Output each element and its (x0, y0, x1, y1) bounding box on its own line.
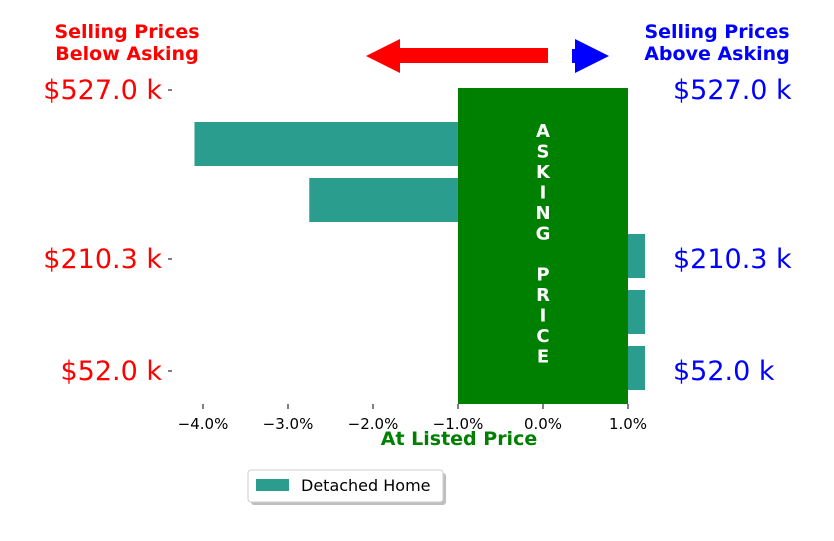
asking-price-letter: R (536, 285, 550, 306)
left-arrow-icon (366, 39, 548, 73)
asking-price-letter: P (536, 265, 549, 286)
x-tick-label: −4.0% (178, 415, 229, 433)
asking-price-letter: C (536, 326, 549, 347)
right-price-label: $527.0 k (673, 75, 792, 106)
left-direction-label-line2: Below Asking (55, 43, 198, 65)
asking-price-band (458, 88, 628, 404)
x-tick-label: −2.0% (348, 415, 399, 433)
asking-price-letter: S (537, 142, 550, 163)
x-tick-label: 1.0% (609, 415, 647, 433)
x-tick-label: −3.0% (263, 415, 314, 433)
right-price-label: $210.3 k (673, 244, 792, 275)
left-price-labels: $527.0 k $210.3 k $52.0 k (43, 75, 172, 387)
legend-label: Detached Home (301, 476, 431, 495)
asking-price-letter: A (536, 121, 550, 142)
x-tick-label: −1.0% (433, 415, 484, 433)
x-axis-label: At Listed Price (381, 428, 537, 450)
left-price-label: $52.0 k (60, 356, 162, 387)
x-axis-ticks: −4.0% −3.0% −2.0% −1.0% 0.0% 1.0% (178, 404, 647, 433)
right-arrow-icon (572, 39, 609, 73)
asking-price-letter: G (536, 224, 551, 245)
asking-price-letter: I (540, 306, 547, 327)
left-price-label: $210.3 k (43, 244, 162, 275)
left-price-label: $527.0 k (43, 75, 162, 106)
right-price-labels: $527.0 k $210.3 k $52.0 k (673, 75, 792, 387)
right-direction-label-line2: Above Asking (644, 43, 790, 65)
left-direction-label-line1: Selling Prices (54, 21, 199, 43)
legend-swatch (256, 479, 289, 491)
asking-price-letter: K (536, 162, 551, 183)
x-tick-label: 0.0% (524, 415, 562, 433)
legend: Detached Home (247, 469, 446, 505)
asking-price-letter: I (540, 183, 547, 204)
right-direction-label-line1: Selling Prices (644, 21, 789, 43)
right-price-label: $52.0 k (673, 356, 775, 387)
asking-price-letter: N (535, 203, 550, 224)
asking-price-letter: E (537, 347, 549, 368)
